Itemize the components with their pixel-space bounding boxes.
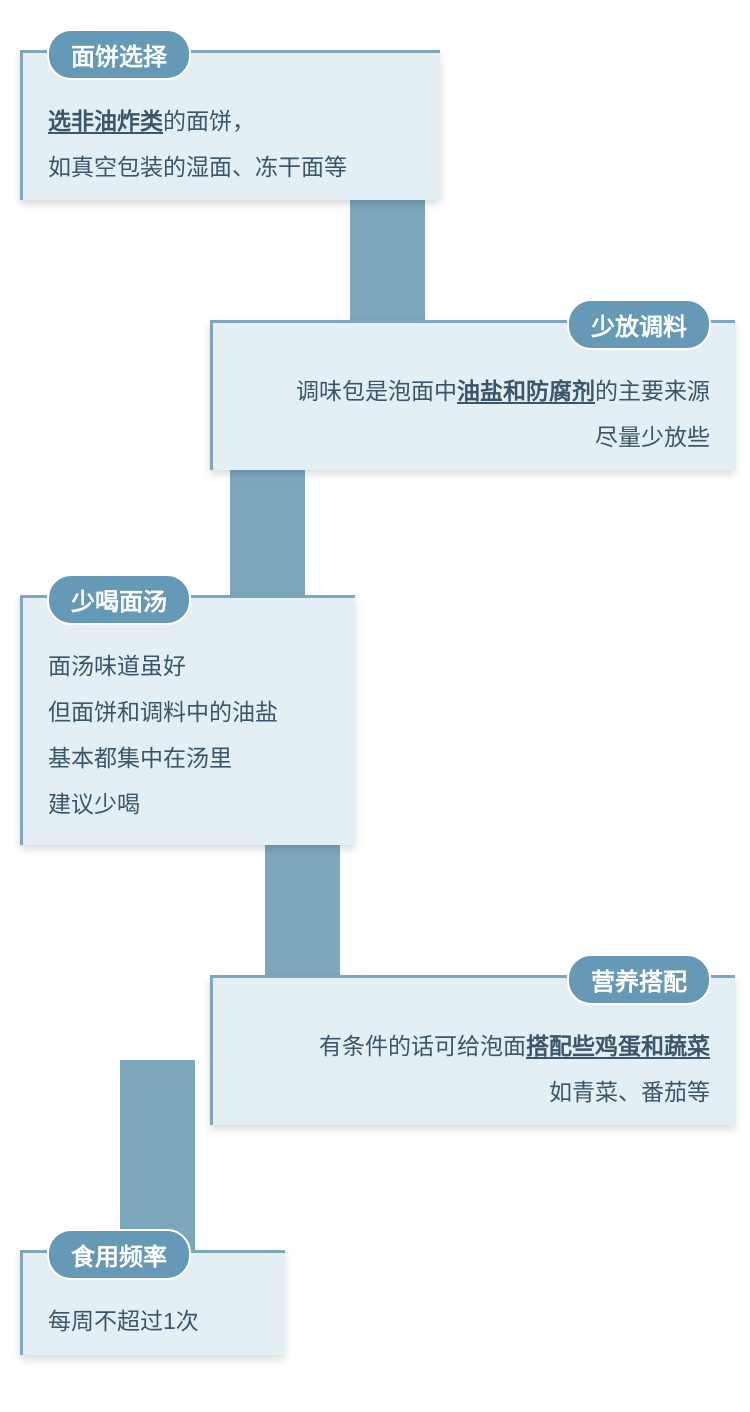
card2: 少放调料调味包是泡面中油盐和防腐剂的主要来源尽量少放些	[210, 320, 735, 470]
card4: 营养搭配有条件的话可给泡面搭配些鸡蛋和蔬菜如青菜、番茄等	[210, 975, 735, 1125]
card3-title-pill: 少喝面汤	[47, 574, 191, 625]
card1: 面饼选择选非油炸类的面饼，如真空包装的湿面、冻干面等	[20, 50, 440, 200]
card2-title-pill: 少放调料	[567, 299, 711, 350]
card1-title-pill: 面饼选择	[47, 29, 191, 80]
card5-title-pill: 食用频率	[47, 1229, 191, 1280]
connector-2	[230, 468, 305, 600]
card4-title-pill: 营养搭配	[567, 954, 711, 1005]
connector-3	[265, 843, 340, 980]
card3-line-3: 基本都集中在汤里	[48, 735, 330, 781]
connector-1	[350, 198, 425, 325]
emphasis-text: 油盐和防腐剂	[457, 378, 595, 404]
card3-line-1: 面汤味道虽好	[48, 643, 330, 689]
card3: 少喝面汤面汤味道虽好但面饼和调料中的油盐基本都集中在汤里建议少喝	[20, 595, 355, 845]
card2-line-2: 尽量少放些	[238, 414, 710, 460]
card2-line-1: 调味包是泡面中油盐和防腐剂的主要来源	[238, 368, 710, 414]
emphasis-text: 搭配些鸡蛋和蔬菜	[526, 1033, 710, 1059]
card5: 食用频率每周不超过1次	[20, 1250, 285, 1355]
card5-line-1: 每周不超过1次	[48, 1298, 260, 1344]
card1-line-1: 选非油炸类的面饼，	[48, 98, 415, 144]
connector-4	[120, 1060, 195, 1255]
card4-line-2: 如青菜、番茄等	[238, 1069, 710, 1115]
card4-line-1: 有条件的话可给泡面搭配些鸡蛋和蔬菜	[238, 1023, 710, 1069]
card3-line-4: 建议少喝	[48, 781, 330, 827]
emphasis-text: 选非油炸类	[48, 108, 163, 134]
card1-line-2: 如真空包装的湿面、冻干面等	[48, 144, 415, 190]
card3-line-2: 但面饼和调料中的油盐	[48, 689, 330, 735]
